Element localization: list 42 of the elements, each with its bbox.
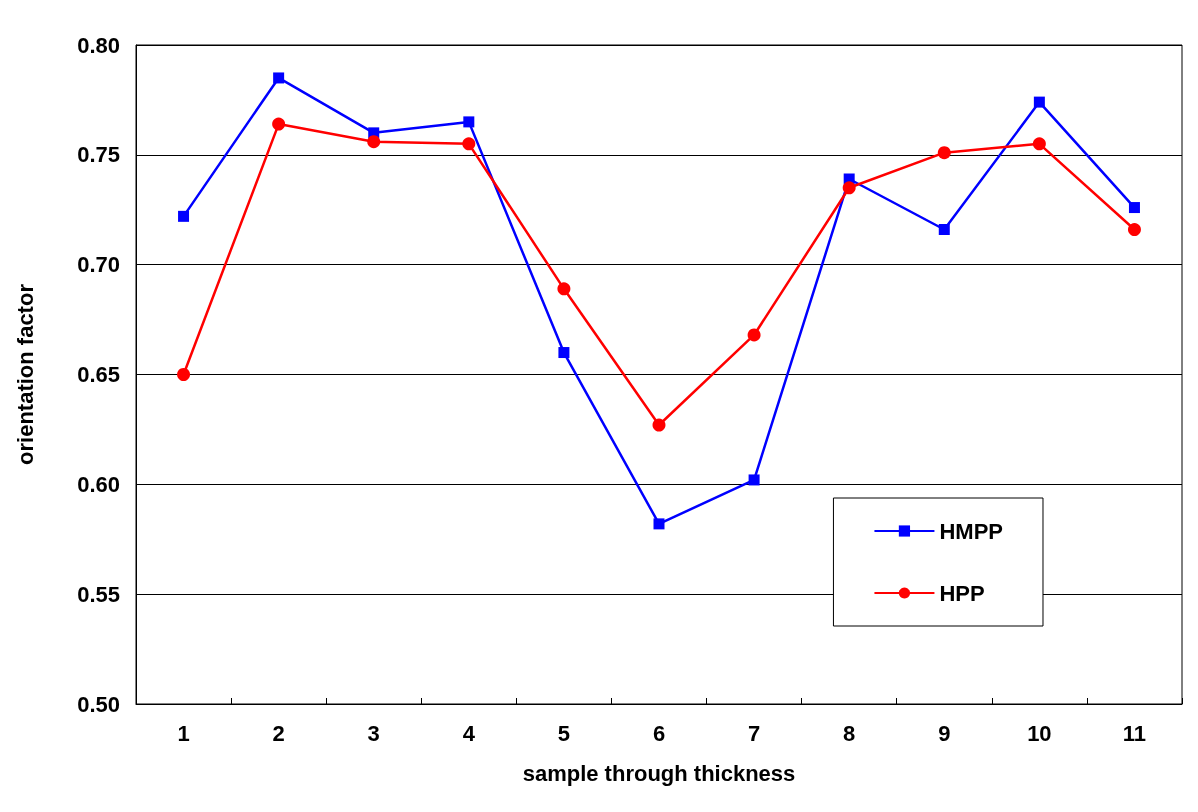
point <box>558 347 570 359</box>
point <box>273 72 285 84</box>
point <box>462 137 476 151</box>
point <box>937 146 951 160</box>
x-tick-label: 2 <box>272 720 285 746</box>
point <box>938 224 950 236</box>
point <box>1127 223 1141 237</box>
x-tick-label: 7 <box>747 720 761 746</box>
point <box>1032 137 1046 151</box>
x-axis-title: sample through thickness <box>522 760 796 786</box>
x-tick-label: 5 <box>557 720 571 746</box>
legend-label: HPP <box>939 580 985 606</box>
legend-label: HMPP <box>939 518 1003 544</box>
x-tick-label: 6 <box>652 720 666 746</box>
point <box>653 518 665 530</box>
point <box>463 116 475 128</box>
point <box>842 181 856 195</box>
point <box>178 210 190 222</box>
point <box>747 328 761 342</box>
y-tick-label: 0.70 <box>77 252 120 278</box>
point <box>272 117 286 131</box>
y-tick-label: 0.55 <box>77 581 120 607</box>
x-tick-label: 10 <box>1027 720 1052 746</box>
point <box>748 474 760 486</box>
x-tick-label: 8 <box>843 720 856 746</box>
x-tick-label: 11 <box>1122 720 1147 746</box>
y-axis-title: orientation factor <box>12 283 38 465</box>
point <box>367 135 381 149</box>
point <box>557 282 571 296</box>
y-tick-label: 0.65 <box>77 362 120 387</box>
point <box>652 418 666 432</box>
y-tick-label: 0.60 <box>77 471 120 497</box>
x-tick-label: 4 <box>462 720 476 746</box>
y-tick-label: 0.80 <box>77 32 120 58</box>
x-tick-label: 3 <box>367 720 380 746</box>
x-tick-label: 9 <box>938 720 951 746</box>
y-tick-label: 0.75 <box>77 142 120 168</box>
y-tick-label: 0.50 <box>77 691 120 717</box>
x-tick-label: 1 <box>177 720 190 746</box>
point <box>177 368 191 381</box>
point <box>1033 96 1045 108</box>
point <box>1128 202 1140 214</box>
